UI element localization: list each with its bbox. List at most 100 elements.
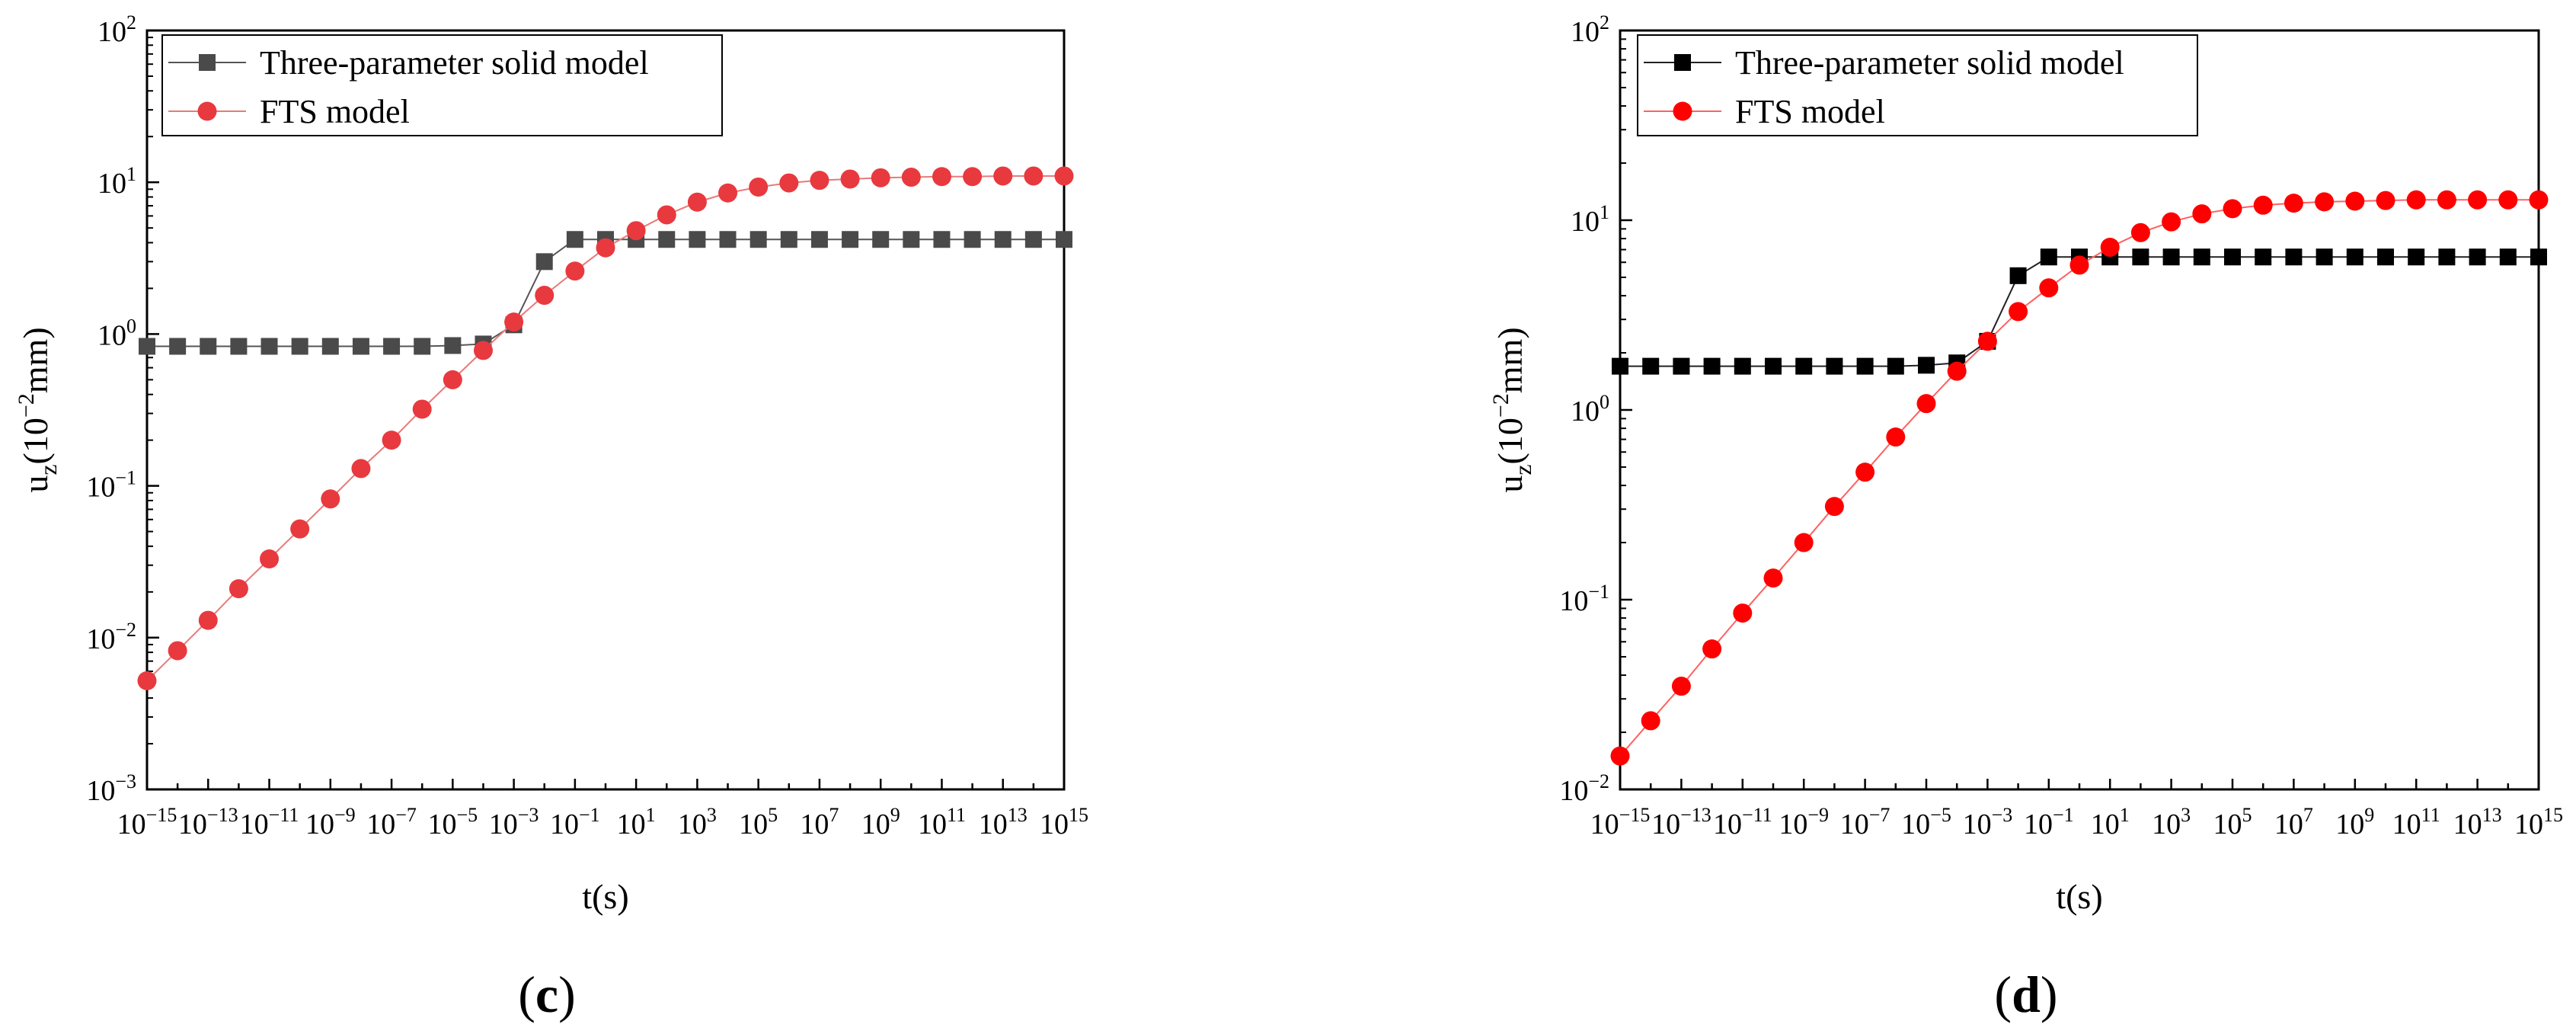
data-point-circle	[535, 286, 555, 306]
data-point-circle	[351, 459, 371, 479]
data-point-square	[139, 338, 155, 355]
data-point-circle	[2009, 302, 2028, 322]
data-point-circle	[687, 192, 707, 212]
data-point-square	[1703, 357, 1721, 375]
data-point-square	[2040, 248, 2057, 266]
legend-marker-circle	[1673, 101, 1692, 121]
data-point-circle	[2253, 195, 2273, 215]
x-tick-label: 10−13	[178, 804, 238, 840]
data-point-square	[2009, 267, 2027, 284]
x-tick-label: 109	[861, 804, 900, 840]
data-point-circle	[810, 171, 829, 190]
data-point-circle	[1702, 639, 1722, 659]
data-point-square	[719, 231, 737, 248]
series-fts	[1610, 190, 2549, 766]
data-point-circle	[504, 312, 524, 332]
data-point-circle	[2315, 192, 2335, 212]
legend-box	[1637, 34, 2198, 136]
data-point-circle	[718, 183, 738, 203]
data-point-square	[260, 338, 278, 355]
data-point-circle	[2284, 194, 2303, 213]
y-tick-label: 10−3	[86, 770, 136, 807]
data-point-square	[2469, 248, 2486, 266]
data-point-square	[2193, 248, 2210, 266]
data-point-square	[2346, 248, 2363, 266]
data-point-square	[2162, 248, 2180, 266]
data-point-square	[1765, 357, 1782, 375]
x-tick-label: 10−7	[366, 804, 417, 840]
data-point-circle	[2406, 190, 2426, 210]
data-point-circle	[2498, 190, 2518, 210]
legend-box	[161, 34, 723, 136]
y-axis-title: uz(10−2mm)	[14, 327, 62, 492]
x-tick-label: 10−13	[1651, 804, 1711, 840]
data-point-square	[2285, 248, 2303, 266]
x-tick-label: 1013	[2453, 804, 2502, 840]
data-point-circle	[1024, 166, 1044, 186]
data-point-circle	[565, 261, 585, 281]
data-point-square	[352, 338, 369, 355]
x-tick-label: 10−5	[427, 804, 478, 840]
data-point-circle	[382, 431, 401, 450]
x-tick-label: 10−5	[1901, 804, 1951, 840]
data-point-circle	[290, 519, 310, 539]
data-point-circle	[260, 549, 280, 569]
data-point-square	[2224, 248, 2241, 266]
panel-c-chart: 10−15 10−13 10−11 10−9 10−7 10−5 10−3 10−1 101 10…	[14, 11, 1088, 1023]
legend-marker-square	[199, 54, 216, 71]
data-point-square	[749, 231, 767, 248]
data-point-square	[964, 231, 981, 248]
data-point-square	[2132, 248, 2149, 266]
data-point-square	[1642, 357, 1660, 375]
data-point-square	[2316, 248, 2333, 266]
data-point-square	[2408, 248, 2425, 266]
data-point-square	[1856, 357, 1874, 375]
series-three-parameter	[1612, 248, 2547, 375]
data-point-square	[566, 231, 583, 248]
panel-label: (d)	[1994, 965, 2057, 1023]
x-tick-label: 105	[739, 804, 778, 840]
data-point-square	[1734, 357, 1751, 375]
data-point-circle	[198, 610, 218, 630]
x-tick-label: 10−1	[550, 804, 600, 840]
data-point-square	[2499, 248, 2517, 266]
data-point-circle	[1947, 361, 1967, 381]
data-point-square	[1056, 231, 1072, 248]
data-point-circle	[229, 579, 248, 599]
y-tick-label: 10−1	[1559, 581, 1609, 617]
data-point-circle	[2345, 191, 2365, 211]
data-point-square	[291, 338, 308, 355]
data-point-circle	[2223, 199, 2242, 219]
x-axis-title: t(s)	[2056, 877, 2102, 916]
data-point-square	[1612, 357, 1628, 375]
data-point-circle	[2529, 190, 2549, 210]
x-tick-label: 10−9	[1779, 804, 1829, 840]
data-point-square	[1673, 357, 1690, 375]
y-axis-title: uz(10−2mm)	[1488, 327, 1536, 492]
x-tick-label: 105	[2213, 804, 2252, 840]
x-tick-label: 101	[2091, 804, 2130, 840]
data-point-circle	[901, 168, 921, 187]
data-point-square	[1887, 357, 1904, 375]
data-point-square	[2255, 248, 2272, 266]
y-tick-label: 10−2	[1559, 770, 1609, 807]
data-point-circle	[1794, 533, 1814, 552]
data-point-circle	[2192, 204, 2212, 224]
data-point-circle	[321, 489, 340, 509]
data-point-circle	[473, 341, 493, 360]
data-point-square	[1918, 357, 1935, 374]
y-tick-label: 100	[97, 315, 136, 351]
data-point-square	[2530, 248, 2547, 266]
data-point-circle	[963, 167, 983, 187]
panel-label: (c)	[518, 965, 576, 1023]
x-tick-label: 10−15	[1590, 804, 1651, 840]
data-point-circle	[2468, 190, 2488, 210]
x-tick-label: 10−7	[1840, 804, 1890, 840]
data-point-circle	[1763, 568, 1783, 588]
series-fts	[137, 166, 1074, 690]
data-point-circle	[657, 205, 676, 225]
panel-d-chart: 10−15 10−13 10−11 10−9 10−7 10−5 10−3 10−1 101 10…	[1488, 11, 2563, 1023]
x-tick-label: 10−1	[2024, 804, 2074, 840]
data-point-circle	[1855, 463, 1875, 482]
data-point-circle	[137, 671, 157, 690]
